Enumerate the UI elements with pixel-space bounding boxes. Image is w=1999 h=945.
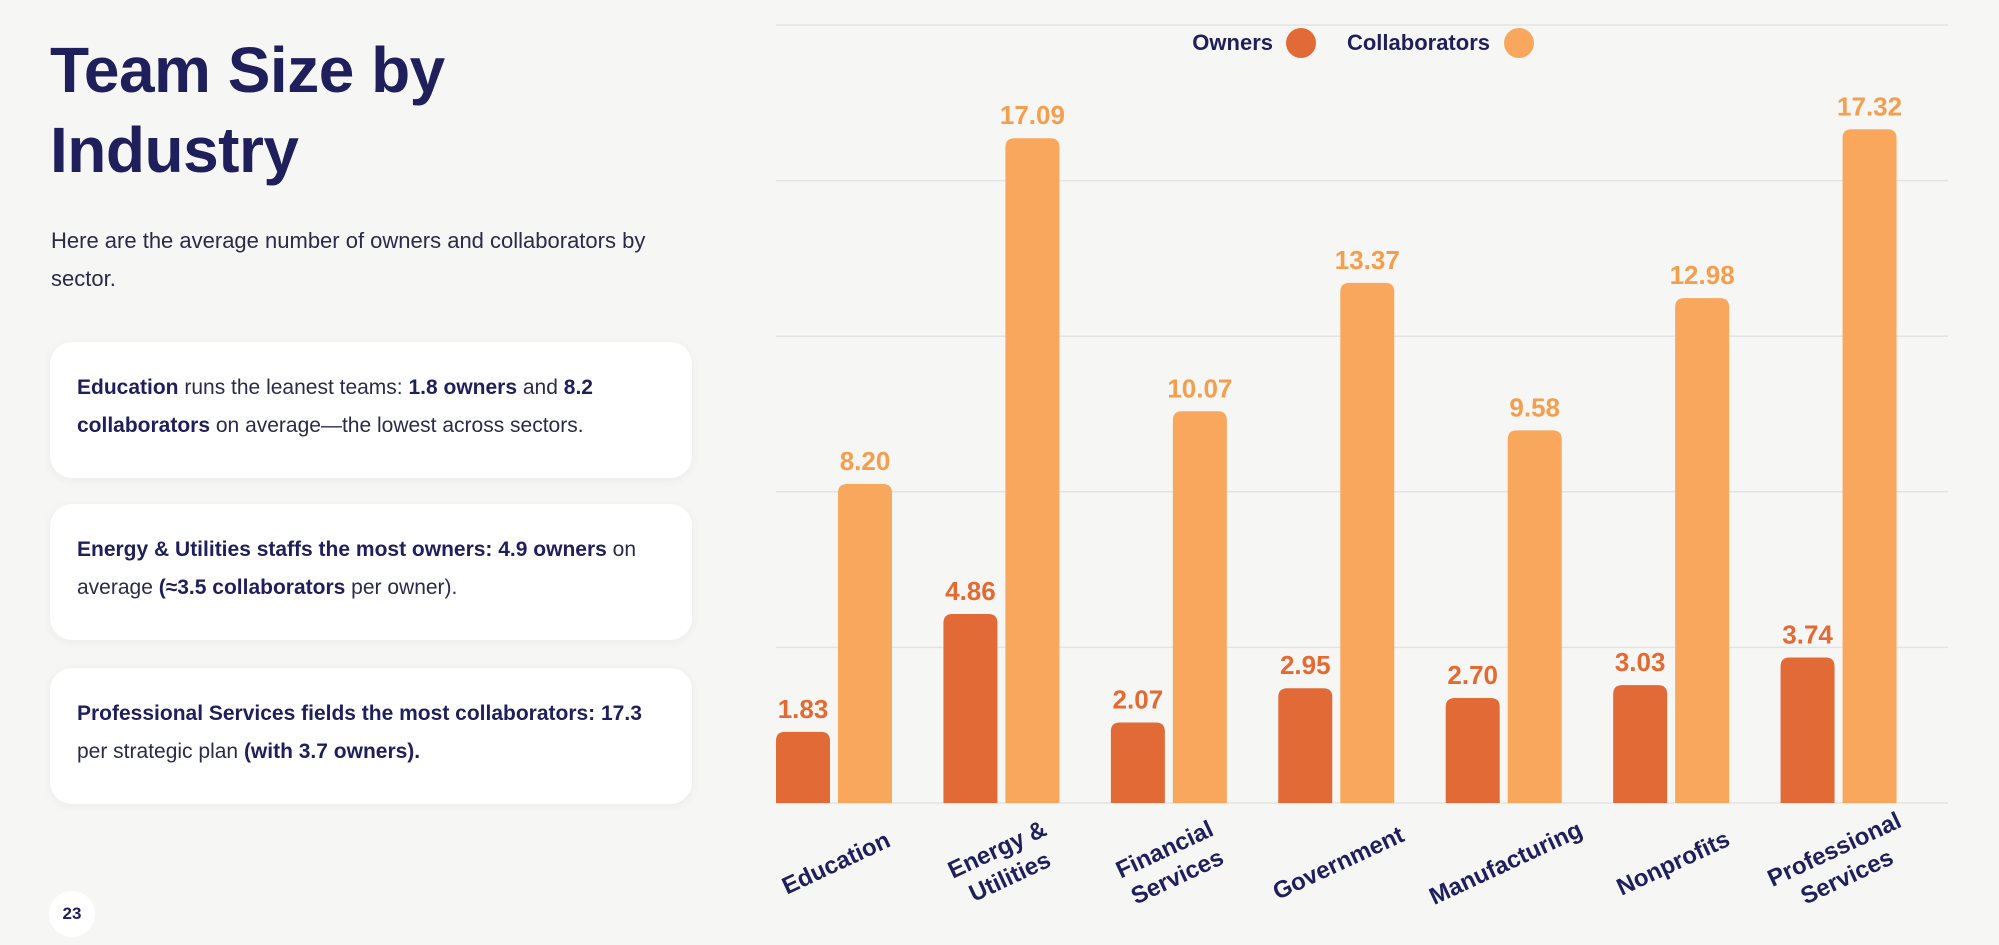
data-label-collaborators: 12.98 [1670,260,1735,290]
card-text-run: 1.8 owners [408,376,518,399]
data-label-collaborators: 13.37 [1335,245,1400,275]
legend-label: Owners [1192,30,1273,55]
bar-owners [776,731,830,803]
page-number: 23 [49,891,95,937]
category-label: Energy &Utilities [944,815,1055,907]
category-label: Education [778,827,895,901]
card-text-run: per owner). [345,576,458,599]
card-text-run: Education [77,376,179,399]
card-text-run: (with 3.7 owners). [243,740,421,763]
bar-owners [1278,688,1333,803]
legend-swatch [1504,28,1534,58]
card-text-run: on average—the lowest across sectors. [210,414,584,437]
card-text-run: on average [77,538,637,599]
category-label: Government [1269,821,1409,905]
category-label-line: Manufacturing [1425,816,1586,910]
card-text-run: per strategic plan [77,740,244,763]
bar-owners [1613,685,1668,803]
data-label-collaborators: 17.09 [1000,100,1065,130]
category-label-line: Government [1269,821,1409,905]
insight-card-energy-utilities: Energy & Utilities staffs the most owner… [50,504,692,640]
card-text-run: Professional Services fields the most co… [77,702,642,725]
page-title: Team Size by Industry [50,34,445,186]
card-text-run: Energy & Utilities staffs the most owner… [77,538,607,561]
data-label-collaborators: 10.07 [1167,373,1232,403]
data-label-collaborators: 8.20 [840,446,891,476]
bar-collaborators [1507,430,1562,803]
legend-label: Collaborators [1347,30,1490,55]
bar-collaborators [838,484,892,803]
bar-collaborators [1172,411,1227,803]
insight-card-education: Education runs the leanest teams: 1.8 ow… [50,342,692,478]
data-label-owners: 2.95 [1280,650,1331,680]
card-text-run: 8.2 collaborators [77,376,593,437]
data-label-owners: 3.03 [1615,647,1666,677]
card-text-run: and [517,376,564,399]
bar-owners [1110,722,1165,803]
data-label-owners: 2.70 [1447,660,1498,690]
page-subtitle: Here are the average number of owners an… [51,228,646,291]
bar-collaborators [1842,129,1897,803]
data-label-collaborators: 9.58 [1509,392,1560,422]
legend-swatch [1286,28,1316,58]
bar-owners [943,613,998,803]
bar-owners [1445,697,1500,803]
data-label-owners: 3.74 [1782,620,1833,650]
card-text-run: runs the leanest teams: [178,376,409,399]
category-label-line: Education [778,827,895,901]
category-label: Nonprofits [1613,826,1734,902]
bar-collaborators [1340,282,1395,804]
bar-collaborators [1675,298,1730,803]
category-label-line: Nonprofits [1613,826,1734,902]
data-label-collaborators: 17.32 [1837,91,1902,121]
insight-card-professional-services: Professional Services fields the most co… [50,668,692,804]
data-label-owners: 1.83 [778,694,829,724]
bar-owners [1780,657,1835,803]
data-label-owners: 4.86 [945,576,996,606]
category-label: Manufacturing [1425,816,1586,910]
card-text-run: (≈3.5 collaborators [158,576,346,599]
data-label-owners: 2.07 [1113,684,1164,714]
bar-collaborators [1005,138,1060,804]
